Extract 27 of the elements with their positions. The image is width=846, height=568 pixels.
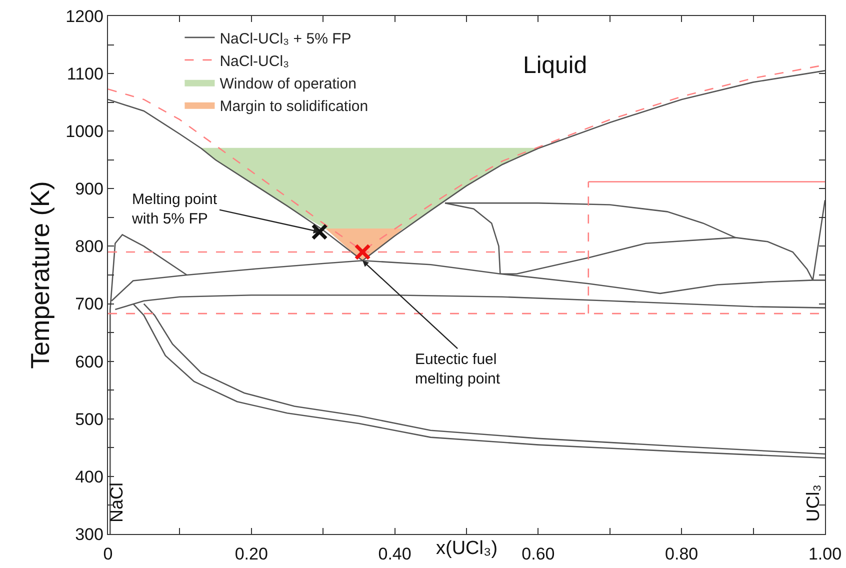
y-tick-label: 1000 [66, 122, 104, 142]
annotation: UCl₃ [802, 484, 823, 522]
y-tick-label: 400 [75, 467, 104, 486]
y-tick-label: 1200 [66, 6, 104, 26]
x-tick-label: 1.00 [808, 544, 842, 564]
x-tick-label: 0.40 [378, 544, 412, 564]
annotation: Eutectic fuel melting point [415, 351, 501, 388]
legend-label: Window of operation [220, 75, 356, 92]
x-tick-label: 0.60 [522, 544, 555, 564]
y-tick-label: 500 [75, 410, 104, 429]
y-tick-label: 300 [75, 524, 104, 544]
annotation: NaCl [106, 482, 127, 523]
y-tick-label: 1100 [66, 64, 104, 84]
legend-label: NaCl-UCl₃ + 5% FP [220, 30, 352, 48]
x-tick-label: 0.80 [665, 544, 698, 564]
y-axis-title: Temperature (K) [25, 181, 56, 369]
x-tick-label: 0.20 [234, 544, 268, 564]
y-tick-label: 600 [75, 352, 104, 372]
x-tick-label: 0 [103, 544, 113, 564]
y-tick-label: 800 [75, 237, 104, 256]
y-tick-label: 900 [75, 180, 104, 199]
y-tick-label: 700 [75, 294, 104, 314]
annotation: Melting point with 5% FP [131, 191, 218, 228]
legend-label: Margin to solidification [220, 98, 368, 115]
annotation: Liquid [523, 52, 588, 79]
legend-label: NaCl-UCl₃ [220, 52, 290, 70]
x-axis-title: x(UCl₃) [436, 538, 498, 559]
